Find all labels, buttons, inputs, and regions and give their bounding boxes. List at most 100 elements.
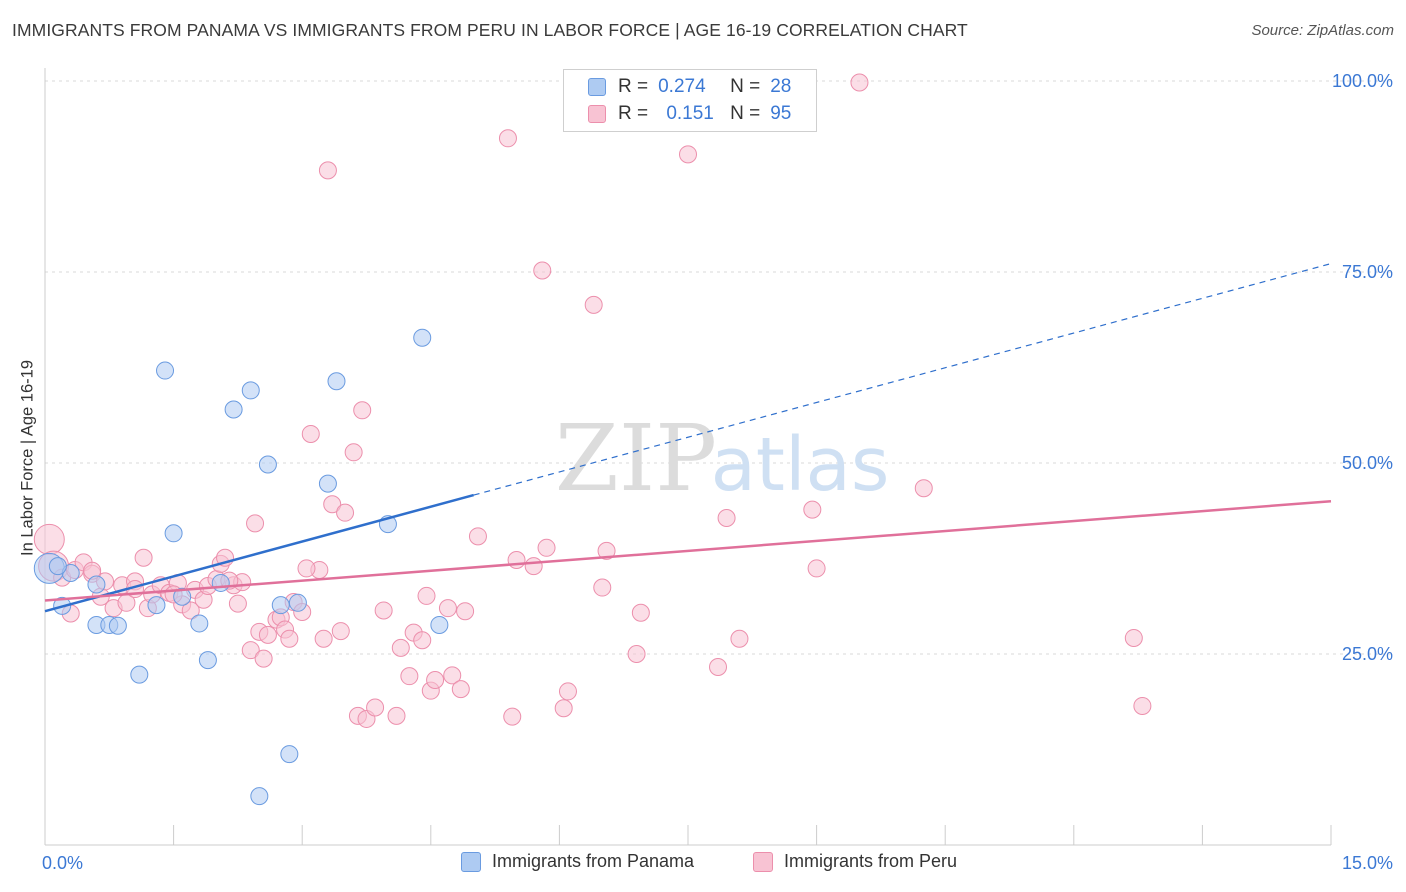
peru-point (627, 645, 646, 663)
trend-line-panama (44, 493, 474, 613)
panama-point (173, 587, 192, 606)
panama-point (430, 615, 449, 634)
peru-point (297, 559, 316, 578)
peru-point (426, 670, 445, 689)
peru-point (468, 527, 487, 546)
legend-item-panama: Immigrants from Panama (461, 851, 694, 872)
peru-point (336, 503, 355, 522)
watermark: ZIP atlas (555, 405, 890, 512)
peru-point (1124, 628, 1143, 647)
trend-line-panama-extension (473, 263, 1332, 496)
legend-label-peru: Immigrants from Peru (784, 851, 958, 871)
watermark-atlas: atlas (711, 422, 890, 508)
panama-point (280, 745, 299, 764)
peru-point (914, 479, 933, 498)
legend-swatch-panama (461, 851, 481, 872)
legend-r-label: R = (618, 76, 649, 97)
peru-point (679, 145, 697, 164)
panama-point (190, 614, 209, 633)
peru-point (181, 601, 200, 620)
chart-title: IMMIGRANTS FROM PANAMA VS IMMIGRANTS FRO… (12, 20, 968, 40)
y-tick-label: 25.0% (1342, 644, 1393, 664)
peru-point (258, 625, 277, 644)
peru-point (554, 699, 573, 718)
x-tick-label-max: 15.0% (1342, 853, 1393, 873)
y-tick-label: 75.0% (1342, 262, 1393, 282)
peru-point (597, 541, 616, 560)
panama-point (130, 665, 149, 684)
gridlines (45, 80, 1395, 655)
peru-point (507, 551, 526, 570)
series-legend: Immigrants from Panama Immigrants from P… (0, 851, 1406, 877)
peru-point (280, 629, 299, 648)
legend-row-panama: R = 0.274 N = 28 (588, 75, 791, 99)
trend-lines (44, 263, 1332, 613)
panama-point (147, 596, 166, 615)
legend-n-label: N = (730, 76, 761, 97)
correlation-legend: R = 0.274 N = 28 R = 0.151 N = 95 (563, 69, 817, 132)
legend-r-value: 0.274 (658, 76, 706, 97)
peru-point (803, 500, 822, 519)
peru-point (498, 129, 517, 148)
peru-point (456, 602, 475, 621)
panama-point (271, 596, 290, 615)
legend-n-value: 28 (770, 76, 792, 97)
legend-n-label: N = (730, 103, 761, 124)
legend-item-peru: Immigrants from Peru (753, 851, 957, 872)
peru-point (344, 443, 363, 462)
peru-point (537, 538, 556, 557)
peru-point (323, 495, 342, 514)
panama-point (288, 593, 307, 612)
legend-label-panama: Immigrants from Panama (492, 851, 695, 871)
panama-point (198, 651, 217, 670)
peru-point (314, 629, 333, 648)
peru-point (717, 509, 736, 528)
panama-point (327, 372, 346, 391)
panama-point (224, 400, 243, 419)
panama-point (48, 557, 67, 576)
peru-point (533, 261, 552, 280)
peru-point (709, 657, 728, 676)
peru-point (228, 594, 247, 613)
panama-point (258, 455, 277, 474)
peru-point (584, 295, 603, 314)
peru-point (241, 641, 260, 660)
peru-point (134, 548, 153, 567)
legend-swatch-peru (753, 851, 773, 872)
peru-point (246, 514, 265, 533)
x-tick-label-min: 0.0% (42, 853, 83, 873)
legend-n-value: 95 (770, 103, 792, 124)
peru-point (391, 638, 410, 657)
axes (44, 68, 1332, 846)
peru-point (807, 559, 826, 578)
series-panama-points (33, 328, 449, 806)
peru-point (254, 649, 273, 668)
peru-point (631, 603, 650, 622)
peru-point (374, 601, 393, 620)
legend-swatch-peru (588, 105, 606, 123)
panama-point (413, 328, 432, 347)
panama-point (156, 361, 175, 380)
panama-point (211, 573, 230, 592)
legend-swatch-panama (588, 78, 606, 96)
peru-point (524, 557, 543, 576)
peru-point (451, 680, 470, 699)
peru-point (331, 622, 350, 641)
peru-point (33, 523, 65, 555)
legend-row-peru: R = 0.151 N = 95 (588, 102, 791, 126)
peru-point (387, 706, 406, 725)
panama-point (318, 474, 337, 493)
legend-r-value: 0.151 (666, 103, 714, 124)
peru-point (503, 707, 522, 726)
peru-point (443, 666, 462, 685)
peru-point (850, 73, 869, 92)
tick-labels: 25.0% 50.0% 75.0% 100.0% 0.0% 15.0% (42, 71, 1393, 873)
source-attribution: Source: ZipAtlas.com (1251, 22, 1394, 39)
panama-point (108, 616, 127, 635)
panama-point (250, 787, 269, 806)
trend-line-peru (44, 499, 1332, 602)
panama-point (87, 575, 106, 594)
peru-point (438, 599, 457, 618)
peru-point (417, 586, 436, 605)
